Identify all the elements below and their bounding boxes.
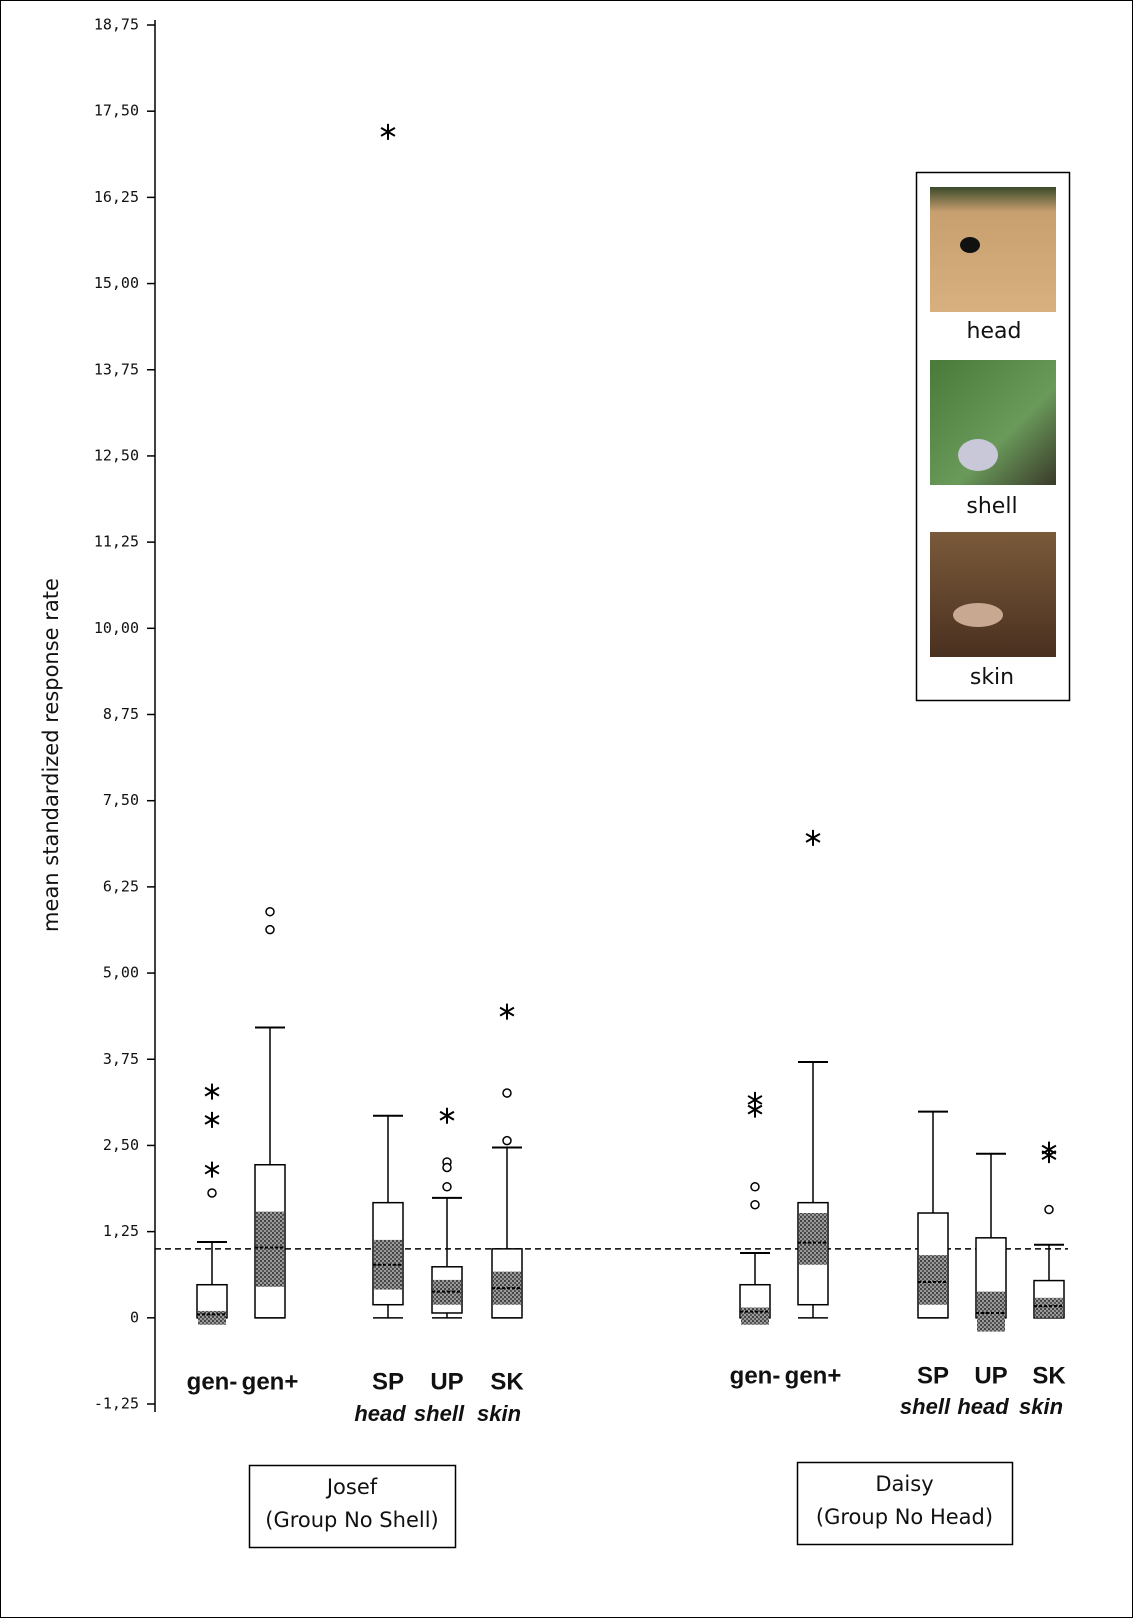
- outlier-point: [750, 1182, 760, 1192]
- x-tick-sublabel: skin: [1019, 1394, 1063, 1419]
- x-tick-label: gen-: [187, 1368, 238, 1395]
- box-plot: [975, 1152, 1007, 1332]
- extreme-point: [805, 829, 821, 846]
- box-plot: [254, 906, 286, 1319]
- box-plot: [491, 1003, 523, 1319]
- group-label-box: [248, 1464, 457, 1549]
- extreme-point: [204, 1083, 220, 1100]
- extreme-point: [499, 1003, 515, 1020]
- y-tick-label: -1,25: [94, 1395, 139, 1413]
- outlier-point: [265, 924, 275, 935]
- box-plot: [196, 1083, 228, 1325]
- y-tick-label: 2,50: [103, 1136, 139, 1154]
- y-tick-label: 12,50: [94, 446, 139, 464]
- x-tick-sublabel: head: [957, 1394, 1009, 1419]
- x-tick-label: UP: [430, 1368, 463, 1395]
- confidence-interval: [799, 1213, 827, 1265]
- extreme-point: [204, 1161, 220, 1178]
- legend-image: [930, 187, 1056, 312]
- legend-image: [930, 532, 1056, 657]
- group-label: (Group No Shell): [265, 1508, 438, 1532]
- extreme-point: [439, 1107, 455, 1124]
- confidence-interval: [198, 1310, 226, 1325]
- y-tick-label: 18,75: [94, 16, 139, 34]
- confidence-interval: [977, 1291, 1005, 1332]
- box-plot: [917, 1110, 949, 1319]
- legend-label: shell: [966, 494, 1017, 519]
- confidence-interval: [1035, 1297, 1063, 1318]
- y-tick-label: 5,00: [103, 964, 139, 982]
- x-tick-sublabel: skin: [477, 1401, 521, 1426]
- legend-image: [960, 237, 980, 253]
- legend-label: skin: [970, 665, 1014, 690]
- outlier-point: [442, 1182, 452, 1192]
- x-tick-sublabel: head: [354, 1401, 406, 1426]
- outlier-point: [442, 1162, 452, 1173]
- y-tick-label: 11,25: [94, 533, 139, 551]
- outlier-point: [265, 906, 275, 917]
- box-plot: [739, 1091, 771, 1325]
- extreme-point: [1041, 1147, 1057, 1164]
- x-tick-label: SP: [372, 1368, 404, 1395]
- y-tick-label: 16,25: [94, 188, 139, 206]
- y-tick-label: 7,50: [103, 791, 139, 809]
- box-plot: [372, 123, 404, 1319]
- box-plot: [1033, 1141, 1065, 1319]
- legend: head shell skin: [915, 171, 1071, 702]
- extreme-point: [747, 1101, 763, 1118]
- legend-image: [953, 603, 1003, 627]
- y-tick-label: 1,25: [103, 1222, 139, 1240]
- x-tick-label: gen-: [730, 1362, 781, 1389]
- x-tick-label: SK: [490, 1368, 524, 1395]
- x-tick-label: gen+: [242, 1368, 299, 1395]
- legend-label: head: [967, 319, 1022, 344]
- y-tick-label: 0: [130, 1308, 139, 1326]
- group-label-box: [796, 1461, 1014, 1546]
- y-tick-label: 3,75: [103, 1050, 139, 1068]
- y-tick-label: 10,00: [94, 619, 139, 637]
- x-tick-label: UP: [974, 1362, 1007, 1389]
- group-label: Josef: [325, 1475, 378, 1499]
- y-tick-label: 8,75: [103, 705, 139, 723]
- box-plot: [431, 1107, 463, 1319]
- extreme-point: [204, 1111, 220, 1128]
- confidence-interval: [919, 1255, 947, 1305]
- legend-image: [930, 360, 1056, 485]
- x-tick-sublabel: shell: [414, 1401, 465, 1426]
- y-axis-label: mean standardized response rate: [39, 578, 63, 932]
- extreme-point: [380, 123, 396, 140]
- legend-image: [958, 439, 998, 471]
- x-tick-label: SP: [917, 1362, 949, 1389]
- outlier-point: [502, 1135, 512, 1146]
- confidence-interval: [741, 1307, 769, 1325]
- confidence-interval: [256, 1211, 284, 1287]
- box-plot: [797, 829, 829, 1319]
- y-tick-label: 13,75: [94, 360, 139, 378]
- outlier-point: [502, 1088, 512, 1098]
- y-tick-label: 6,25: [103, 877, 139, 895]
- x-tick-sublabel: shell: [900, 1394, 951, 1419]
- x-tick-label: SK: [1032, 1362, 1066, 1389]
- y-tick-label: 17,50: [94, 102, 139, 120]
- x-tick-label: gen+: [785, 1362, 842, 1389]
- outlier-point: [1044, 1204, 1054, 1215]
- y-tick-label: 15,00: [94, 274, 139, 292]
- group-label: Daisy: [875, 1472, 933, 1496]
- group-label: (Group No Head): [816, 1505, 993, 1529]
- outlier-point: [207, 1188, 217, 1198]
- outlier-point: [750, 1199, 760, 1210]
